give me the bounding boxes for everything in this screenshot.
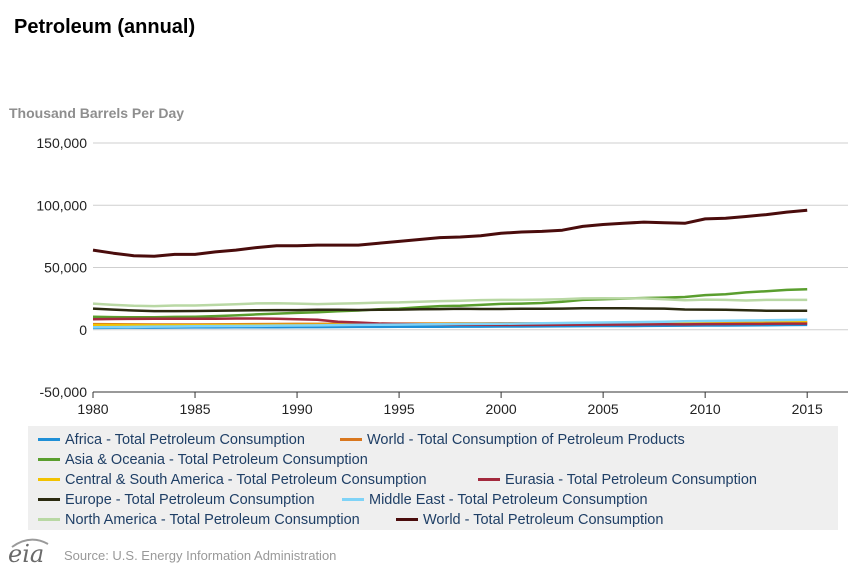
legend-swatch xyxy=(38,477,60,481)
legend-label: Central & South America - Total Petroleu… xyxy=(65,472,427,488)
x-tick-label: 1990 xyxy=(281,401,312,417)
y-axis-ticks: 150,000 100,000 50,000 0 -50,000 xyxy=(36,135,87,400)
legend-label: Europe - Total Petroleum Consumption xyxy=(65,492,315,508)
series-line-8[interactable] xyxy=(92,208,808,258)
chart-title: Petroleum (annual) xyxy=(14,16,196,38)
y-tick-label: 50,000 xyxy=(44,260,87,276)
legend-label: Middle East - Total Petroleum Consumptio… xyxy=(369,492,648,508)
legend-swatch xyxy=(38,517,60,521)
legend-label: Africa - Total Petroleum Consumption xyxy=(65,432,305,448)
legend-swatch xyxy=(342,497,364,501)
legend-item-europe[interactable]: Europe - Total Petroleum Consumption xyxy=(38,490,315,510)
legend-item-asia-oceania[interactable]: Asia & Oceania - Total Petroleum Consump… xyxy=(38,450,368,470)
chart-legend: Africa - Total Petroleum Consumption Wor… xyxy=(28,426,838,530)
legend-item-world-products[interactable]: World - Total Consumption of Petroleum P… xyxy=(340,430,685,450)
legend-label: Asia & Oceania - Total Petroleum Consump… xyxy=(65,452,368,468)
x-tick-label: 2000 xyxy=(486,401,517,417)
line-chart: 150,000 100,000 50,000 0 -50,000 1980 1985 199… xyxy=(36,135,848,417)
legend-item-world[interactable]: World - Total Petroleum Consumption xyxy=(396,510,663,530)
series-line-7[interactable] xyxy=(92,297,808,308)
eia-logo[interactable]: eia xyxy=(8,540,45,568)
legend-item-africa[interactable]: Africa - Total Petroleum Consumption xyxy=(38,430,305,450)
y-tick-label: -50,000 xyxy=(40,384,88,400)
legend-item-middle-east[interactable]: Middle East - Total Petroleum Consumptio… xyxy=(342,490,648,510)
legend-label: World - Total Consumption of Petroleum P… xyxy=(367,432,685,448)
x-tick-label: 2010 xyxy=(690,401,721,417)
series-line-2[interactable] xyxy=(92,288,808,319)
x-axis: 1980 1985 1990 1995 2000 2005 2010 2015 xyxy=(77,391,848,417)
legend-swatch xyxy=(478,477,500,481)
series-lines xyxy=(92,208,808,330)
y-tick-label: 100,000 xyxy=(36,197,87,213)
legend-label: North America - Total Petroleum Consumpt… xyxy=(65,512,360,528)
legend-item-central-south-america[interactable]: Central & South America - Total Petroleu… xyxy=(38,470,427,490)
series-line-6[interactable] xyxy=(92,318,808,329)
legend-label: Eurasia - Total Petroleum Consumption xyxy=(505,472,757,488)
series-line-5[interactable] xyxy=(92,306,808,313)
legend-swatch xyxy=(38,437,60,441)
x-tick-label: 1995 xyxy=(384,401,415,417)
source-text: Source: U.S. Energy Information Administ… xyxy=(64,548,337,563)
y-tick-label: 150,000 xyxy=(36,135,87,151)
grid-lines xyxy=(93,142,848,393)
y-axis-label: Thousand Barrels Per Day xyxy=(9,105,185,121)
legend-swatch xyxy=(340,437,362,441)
y-tick-label: 0 xyxy=(79,322,87,338)
eia-logo-arc xyxy=(11,538,49,548)
x-tick-label: 1985 xyxy=(179,401,210,417)
x-tick-label: 1980 xyxy=(77,401,108,417)
legend-swatch xyxy=(38,457,60,461)
legend-item-north-america[interactable]: North America - Total Petroleum Consumpt… xyxy=(38,510,360,530)
x-tick-label: 2005 xyxy=(588,401,619,417)
x-tick-label: 2015 xyxy=(792,401,823,417)
legend-item-eurasia[interactable]: Eurasia - Total Petroleum Consumption xyxy=(478,470,757,490)
legend-swatch xyxy=(38,497,60,501)
legend-swatch xyxy=(396,517,418,521)
legend-label: World - Total Petroleum Consumption xyxy=(423,512,664,528)
